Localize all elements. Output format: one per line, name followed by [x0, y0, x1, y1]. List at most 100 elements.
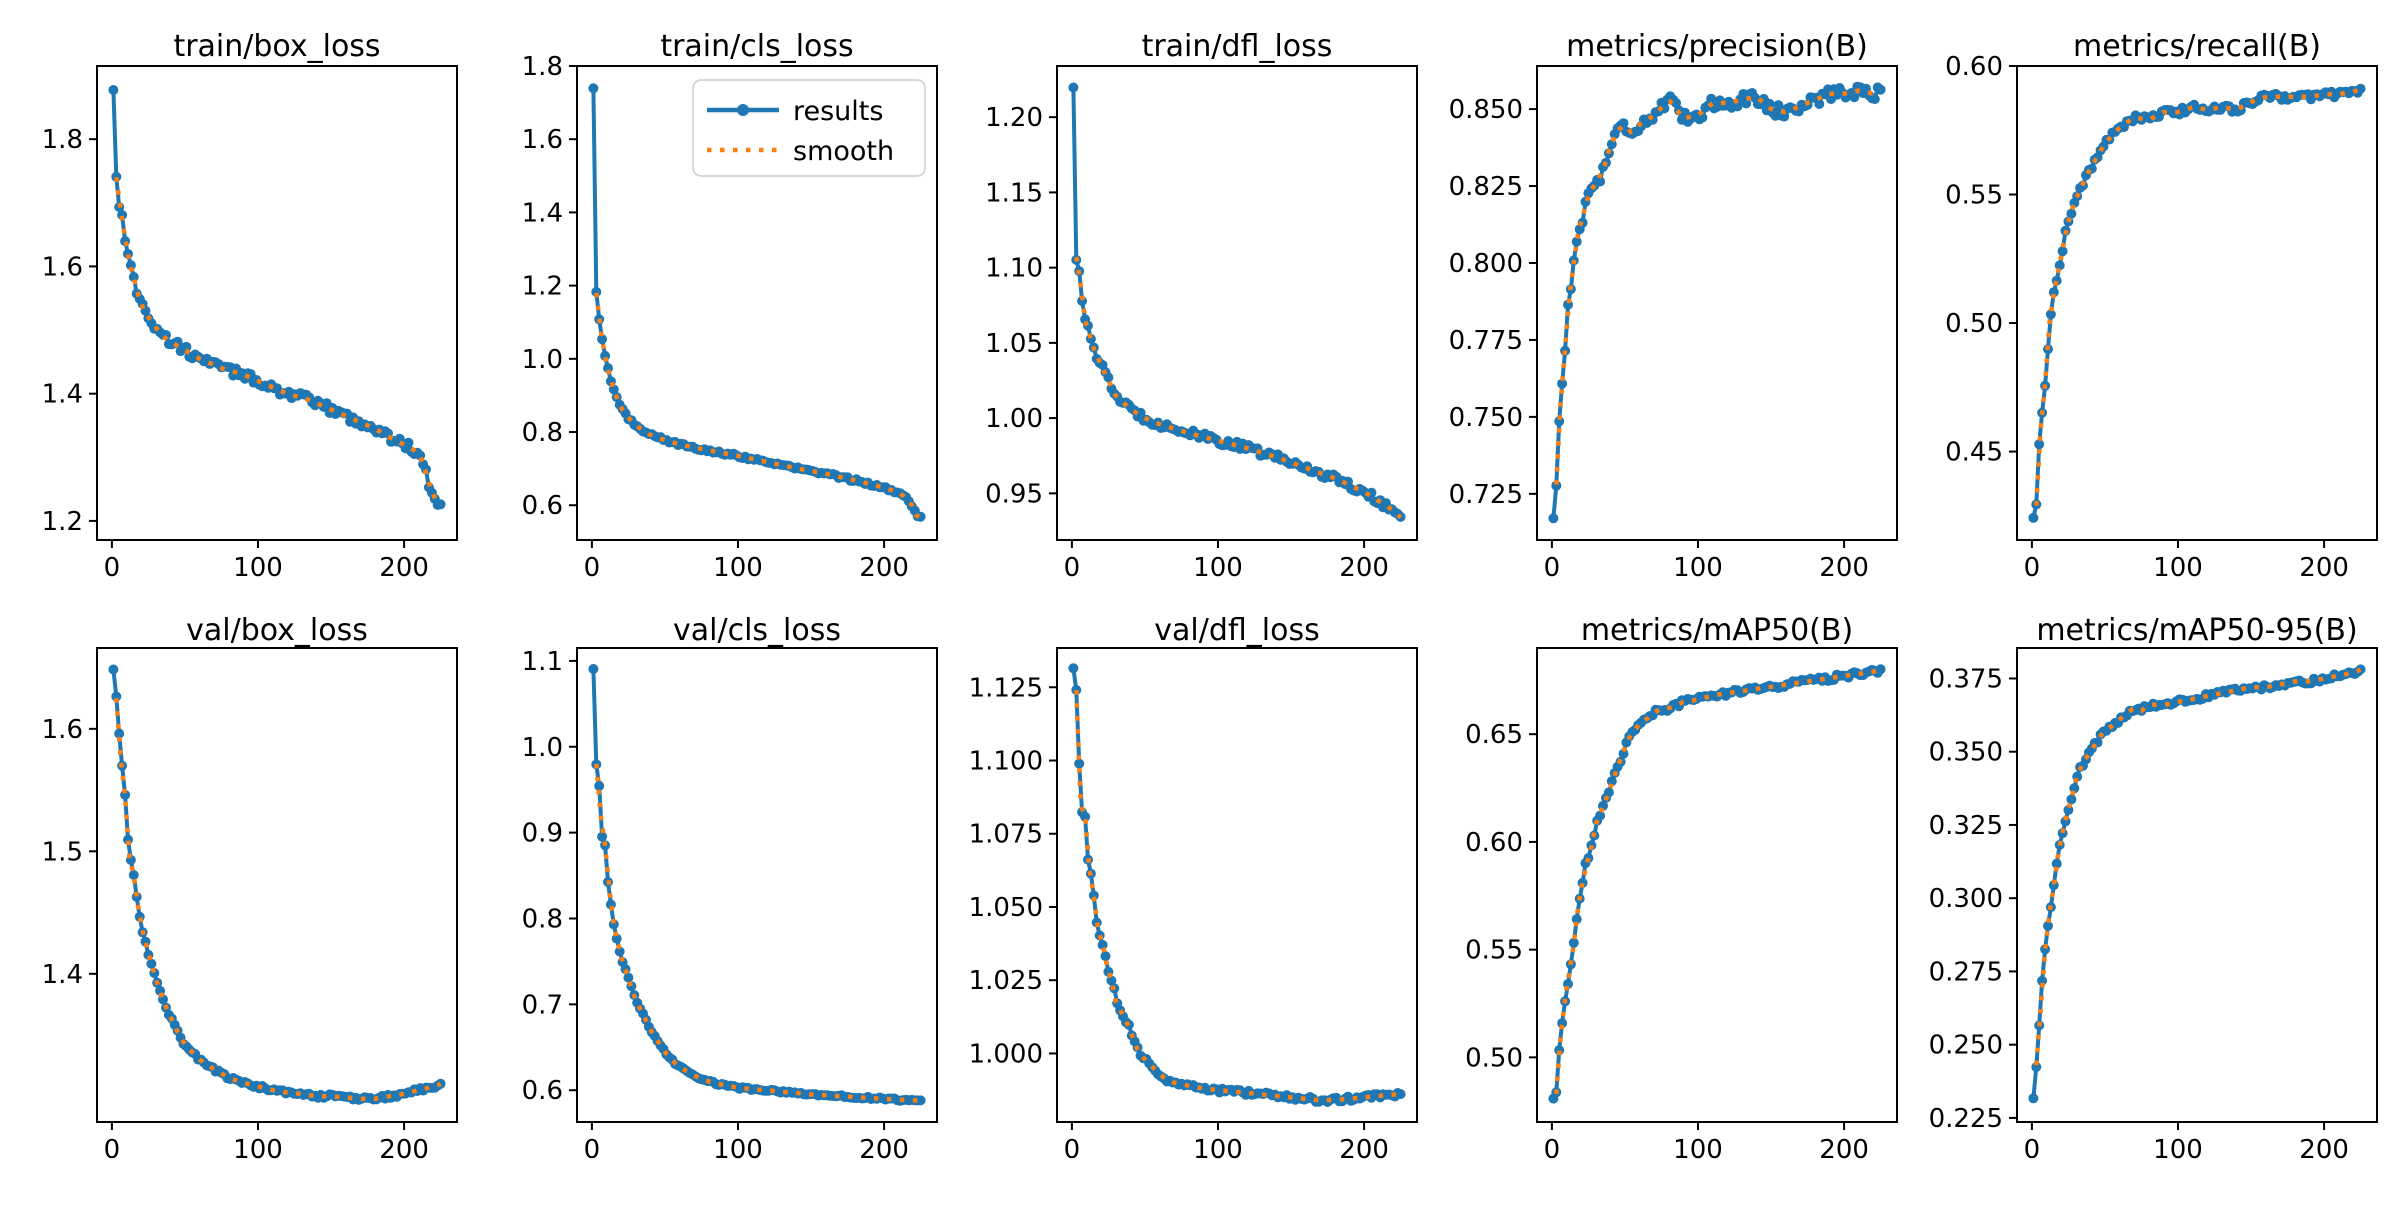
plot-canvas-train-cls-loss: train/cls_loss 0.6 0.8 1.0 1.2 1.4 1.6 1.8 0 100 2…	[522, 29, 938, 583]
y-tick-label: 0.350	[1929, 738, 2003, 768]
subplot-val-dfl-loss: val/dfl_loss 1.000 1.025 1.050 1.075 1.100 1.1…	[960, 600, 1440, 1200]
smooth-line	[114, 698, 442, 1101]
y-tick-label: 1.050	[969, 893, 1043, 923]
data-region	[1068, 82, 1406, 522]
subplot-val-cls-loss: val/cls_loss 0.6 0.7 0.8 0.9 1.0 1.1 0 100 200	[480, 600, 960, 1200]
data-region	[108, 664, 446, 1105]
results-markers	[108, 85, 446, 510]
y-tick-label: 0.8	[522, 904, 563, 934]
x-tick-label: 0	[1064, 1135, 1081, 1165]
x-tick-label: 0	[2024, 553, 2041, 583]
axes-spine	[2016, 65, 2378, 541]
x-tick-label: 200	[2299, 553, 2349, 583]
y-tick-label: 1.15	[985, 178, 1043, 208]
y-tick-label: 1.000	[969, 1039, 1043, 1069]
data-region	[588, 664, 926, 1106]
x-tick-label: 200	[2299, 1135, 2349, 1165]
y-tick-label: 1.4	[42, 380, 83, 410]
y-tick-label: 0.250	[1929, 1031, 2003, 1061]
axes-spine	[96, 65, 458, 541]
y-tick-label: 0.60	[1465, 828, 1523, 858]
plot-title: metrics/precision(B)	[1566, 29, 1868, 64]
y-tick-label: 0.6	[522, 1076, 563, 1106]
subplot-train-cls-loss: train/cls_loss 0.6 0.8 1.0 1.2 1.4 1.6 1.8 0 100 2…	[480, 0, 960, 600]
x-tick-label: 200	[1339, 1135, 1389, 1165]
y-tick-label: 0.800	[1449, 249, 1523, 279]
y-tick-label: 0.50	[1945, 309, 2003, 339]
subplot-train-dfl-loss: train/dfl_loss 0.95 1.00 1.05 1.10 1.15 1.20 0 1…	[960, 0, 1440, 600]
y-tick-label: 1.6	[42, 715, 83, 745]
results-markers	[1548, 664, 1886, 1104]
x-tick-label: 100	[713, 553, 763, 583]
plot-canvas-train-dfl-loss: train/dfl_loss 0.95 1.00 1.05 1.10 1.15 1.20 0 1…	[985, 29, 1418, 583]
plot-canvas-metrics-recall: metrics/recall(B) 0.45 0.50 0.55 0.60 0 100 200	[1945, 29, 2378, 583]
y-tick-label: 0.95	[985, 479, 1043, 509]
plot-canvas-val-cls-loss: val/cls_loss 0.6 0.7 0.8 0.9 1.0 1.1 0 100 200	[522, 613, 938, 1165]
data-region	[1548, 664, 1886, 1104]
results-markers	[2028, 664, 2366, 1104]
results-markers	[1068, 82, 1406, 522]
results-markers	[588, 664, 926, 1106]
plot-title: train/cls_loss	[660, 29, 853, 64]
y-tick-label: 0.275	[1929, 957, 2003, 987]
plot-canvas-metrics-map50-95: metrics/mAP50-95(B) 0.225 0.250 0.275 0.300 0…	[1929, 613, 2378, 1165]
results-line	[1551, 667, 1883, 1101]
x-tick-label: 0	[1544, 553, 1561, 583]
x-tick-label: 0	[584, 553, 601, 583]
y-tick-label: 1.5	[42, 837, 83, 867]
results-line	[2031, 667, 2363, 1101]
axes-spine	[1056, 65, 1418, 541]
smooth-line	[594, 292, 922, 520]
results-markers	[2028, 83, 2366, 523]
y-tick-label: 1.00	[985, 404, 1043, 434]
axes-spine	[1536, 65, 1898, 541]
data-region	[588, 83, 926, 522]
x-tick-label: 100	[1673, 1135, 1723, 1165]
x-tick-label: 0	[1544, 1135, 1561, 1165]
y-tick-label: 0.375	[1929, 664, 2003, 694]
y-tick-label: 0.325	[1929, 811, 2003, 841]
y-tick-label: 1.0	[522, 733, 563, 763]
y-tick-label: 0.55	[1465, 936, 1523, 966]
y-tick-label: 1.2	[42, 507, 83, 537]
y-tick-label: 0.45	[1945, 438, 2003, 468]
subplot-metrics-map50: metrics/mAP50(B) 0.50 0.55 0.60 0.65 0 100 200	[1440, 600, 1920, 1200]
plot-title: val/cls_loss	[673, 613, 841, 648]
y-tick-label: 1.1	[522, 647, 563, 677]
y-tick-label: 0.750	[1449, 403, 1523, 433]
subplot-metrics-map50-95: metrics/mAP50-95(B) 0.225 0.250 0.275 0.300 0…	[1920, 600, 2400, 1200]
plot-canvas-metrics-map50: metrics/mAP50(B) 0.50 0.55 0.60 0.65 0 100 200	[1465, 613, 1898, 1165]
x-tick-label: 100	[2153, 1135, 2203, 1165]
y-tick-label: 0.60	[1945, 52, 2003, 82]
legend-smooth-label: smooth	[793, 136, 894, 167]
subplot-val-box-loss: val/box_loss 1.4 1.5 1.6 0 100 200	[0, 600, 480, 1200]
y-tick-label: 1.125	[969, 673, 1043, 703]
results-markers	[1548, 81, 1886, 524]
results-line	[111, 667, 443, 1102]
y-tick-label: 1.4	[42, 960, 83, 990]
plot-canvas-train-box-loss: train/box_loss 1.2 1.4 1.6 1.8 0 100 200	[42, 29, 458, 583]
y-tick-label: 1.4	[522, 198, 563, 228]
y-tick-label: 0.300	[1929, 884, 2003, 914]
plot-title: metrics/mAP50(B)	[1581, 613, 1853, 648]
results-line	[591, 667, 923, 1103]
plot-canvas-val-box-loss: val/box_loss 1.4 1.5 1.6 0 100 200	[42, 613, 458, 1165]
y-tick-label: 1.8	[42, 125, 83, 155]
subplot-metrics-precision: metrics/precision(B) 0.725 0.750 0.775 0.800…	[1440, 0, 1920, 600]
y-tick-label: 0.50	[1465, 1043, 1523, 1073]
y-tick-label: 1.6	[42, 252, 83, 282]
x-tick-label: 100	[713, 1135, 763, 1165]
smooth-line	[1554, 667, 1882, 1095]
legend: results smooth	[692, 79, 926, 177]
plot-title: metrics/recall(B)	[2073, 29, 2321, 64]
axes-spine	[96, 647, 458, 1123]
smooth-line	[594, 763, 921, 1103]
legend-box	[692, 79, 926, 177]
x-tick-label: 100	[1193, 1135, 1243, 1165]
y-tick-label: 0.6	[522, 491, 563, 521]
legend-results-label: results	[793, 96, 883, 127]
x-tick-label: 0	[2024, 1135, 2041, 1165]
x-tick-label: 0	[104, 553, 121, 583]
y-tick-label: 0.9	[522, 819, 563, 849]
y-tick-label: 1.05	[985, 329, 1043, 359]
